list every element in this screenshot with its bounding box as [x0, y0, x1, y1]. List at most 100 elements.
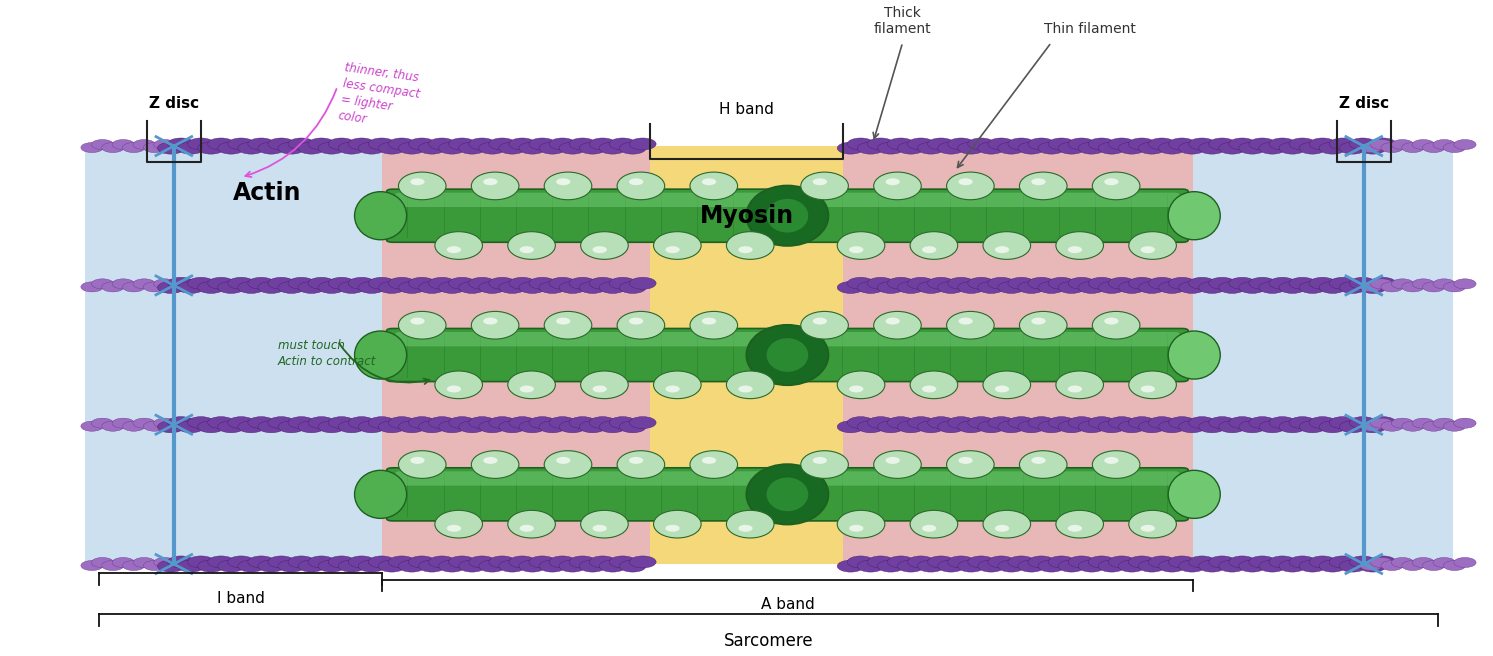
Ellipse shape [1038, 560, 1065, 572]
Ellipse shape [157, 560, 184, 572]
Ellipse shape [545, 451, 591, 478]
Ellipse shape [133, 418, 155, 428]
Ellipse shape [1320, 420, 1347, 433]
Ellipse shape [1067, 386, 1082, 392]
Ellipse shape [593, 525, 606, 532]
Ellipse shape [867, 417, 894, 428]
Ellipse shape [339, 560, 364, 572]
Ellipse shape [81, 421, 103, 431]
Ellipse shape [746, 325, 829, 385]
Ellipse shape [1371, 418, 1393, 428]
Ellipse shape [399, 560, 426, 572]
Ellipse shape [947, 172, 994, 199]
Ellipse shape [1381, 560, 1403, 571]
Ellipse shape [178, 420, 205, 433]
Bar [649, 146, 844, 564]
Ellipse shape [1280, 142, 1306, 154]
Ellipse shape [529, 417, 555, 428]
Ellipse shape [997, 560, 1024, 572]
Ellipse shape [1178, 142, 1205, 154]
Ellipse shape [1148, 277, 1175, 289]
Ellipse shape [154, 558, 176, 567]
Ellipse shape [509, 138, 536, 150]
Ellipse shape [237, 281, 264, 293]
Ellipse shape [318, 142, 345, 154]
Ellipse shape [1141, 525, 1156, 532]
Ellipse shape [1350, 556, 1377, 568]
Ellipse shape [112, 558, 134, 567]
Ellipse shape [1371, 140, 1393, 150]
Ellipse shape [1288, 138, 1315, 150]
Ellipse shape [197, 420, 224, 433]
Ellipse shape [133, 140, 155, 150]
Ellipse shape [91, 418, 113, 428]
Ellipse shape [1159, 142, 1185, 154]
Ellipse shape [484, 457, 497, 464]
Ellipse shape [133, 279, 155, 289]
Ellipse shape [299, 142, 325, 154]
Ellipse shape [288, 277, 315, 289]
Ellipse shape [558, 560, 585, 572]
Ellipse shape [278, 560, 305, 572]
Ellipse shape [1320, 560, 1347, 572]
Ellipse shape [328, 556, 355, 568]
Ellipse shape [469, 556, 496, 568]
Ellipse shape [967, 417, 994, 428]
Ellipse shape [439, 142, 466, 154]
Ellipse shape [1350, 417, 1377, 428]
Ellipse shape [630, 138, 655, 150]
Ellipse shape [448, 556, 475, 568]
Ellipse shape [288, 138, 315, 150]
Ellipse shape [967, 277, 994, 289]
Ellipse shape [1159, 420, 1185, 433]
Ellipse shape [509, 556, 536, 568]
Ellipse shape [918, 142, 945, 154]
Ellipse shape [938, 281, 964, 293]
Ellipse shape [1391, 279, 1414, 289]
Ellipse shape [1288, 556, 1315, 568]
Ellipse shape [448, 417, 475, 428]
Ellipse shape [539, 142, 566, 154]
Ellipse shape [927, 277, 954, 289]
Ellipse shape [378, 281, 405, 293]
Ellipse shape [529, 556, 555, 568]
Ellipse shape [339, 420, 364, 433]
Ellipse shape [908, 277, 935, 289]
Ellipse shape [218, 142, 245, 154]
Ellipse shape [1391, 140, 1414, 150]
Ellipse shape [369, 138, 396, 150]
Ellipse shape [488, 277, 515, 289]
Ellipse shape [545, 312, 591, 339]
Ellipse shape [278, 420, 305, 433]
Ellipse shape [558, 281, 585, 293]
Ellipse shape [1129, 417, 1156, 428]
Ellipse shape [579, 142, 606, 154]
Ellipse shape [91, 279, 113, 289]
Ellipse shape [1209, 556, 1236, 568]
Ellipse shape [897, 420, 924, 433]
Ellipse shape [838, 560, 864, 572]
Text: Z disc: Z disc [149, 96, 199, 112]
Ellipse shape [1099, 560, 1126, 572]
Ellipse shape [948, 556, 975, 568]
Ellipse shape [508, 371, 555, 399]
Ellipse shape [197, 281, 224, 293]
Ellipse shape [1178, 281, 1205, 293]
Ellipse shape [1391, 418, 1414, 428]
Ellipse shape [122, 142, 145, 153]
Ellipse shape [499, 560, 526, 572]
Ellipse shape [418, 420, 445, 433]
Ellipse shape [867, 556, 894, 568]
Ellipse shape [1360, 421, 1383, 431]
Ellipse shape [348, 138, 375, 150]
Ellipse shape [1188, 556, 1215, 568]
Ellipse shape [887, 417, 914, 428]
Ellipse shape [1371, 558, 1393, 567]
Ellipse shape [418, 142, 445, 154]
Ellipse shape [258, 560, 285, 572]
Ellipse shape [1423, 421, 1445, 431]
Ellipse shape [399, 451, 446, 478]
Ellipse shape [1056, 371, 1103, 399]
Ellipse shape [446, 246, 461, 253]
Ellipse shape [388, 138, 415, 150]
